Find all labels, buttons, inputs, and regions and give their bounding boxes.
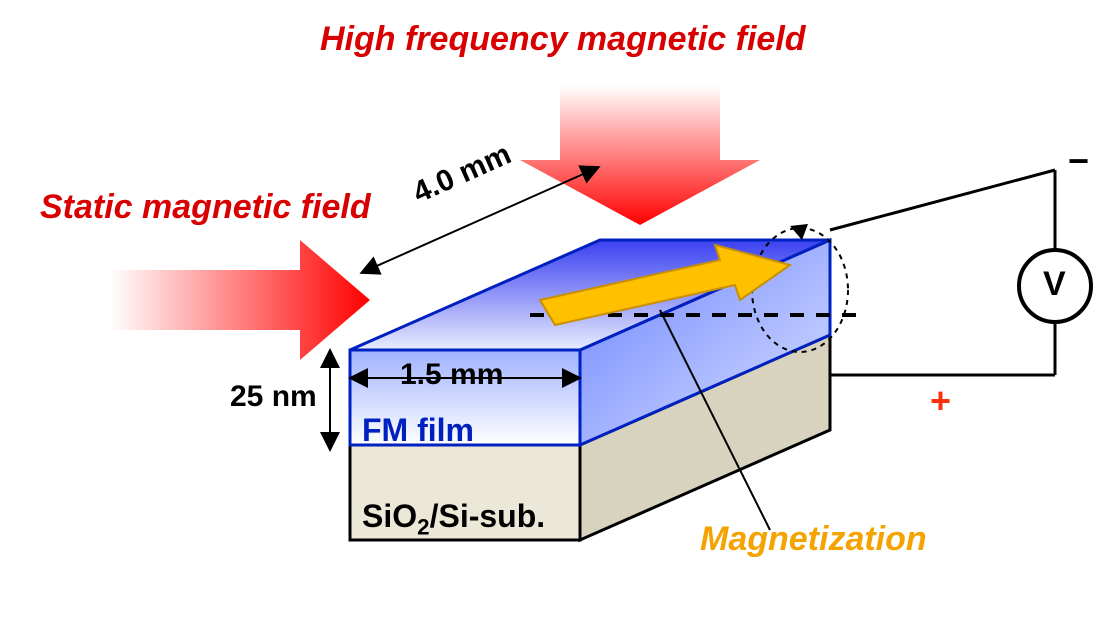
static-field-label: Static magnetic field [40,188,371,227]
precession-arrowhead-icon [790,224,808,240]
dim-thick-text: 25 nm [230,380,317,413]
fm-film-label: FM film [362,412,474,449]
voltmeter-wire-top [830,170,1055,230]
dimension-length-arrow [369,170,592,269]
minus-label: − [1068,140,1089,182]
voltmeter-text: V [1043,265,1066,303]
substrate-text-tail: /Si-sub. [430,498,546,534]
diagram-stage: High frequency magnetic field Static mag… [0,0,1100,617]
dim-width-label: 1.5 mm [400,358,503,392]
fm-film-text: FM film [362,412,474,448]
magnetization-label: Magnetization [700,520,927,559]
substrate-text-prefix: SiO [362,498,417,534]
static-field-arrow-icon [110,240,370,360]
hf-field-text: High frequency magnetic field [320,20,806,58]
diagram-svg [0,0,1100,617]
magnetization-text: Magnetization [700,520,927,558]
plus-text: + [930,380,951,421]
substrate-text-sub: 2 [417,514,429,539]
static-field-text: Static magnetic field [40,188,371,226]
hf-field-arrow-icon [520,85,760,225]
dim-width-text: 1.5 mm [400,358,503,391]
hf-field-label: High frequency magnetic field [320,20,806,59]
voltmeter-label: V [1043,265,1066,304]
minus-text: − [1068,140,1089,181]
dim-thick-label: 25 nm [230,380,317,414]
plus-label: + [930,380,951,422]
substrate-label: SiO2/Si-sub. [362,498,545,540]
